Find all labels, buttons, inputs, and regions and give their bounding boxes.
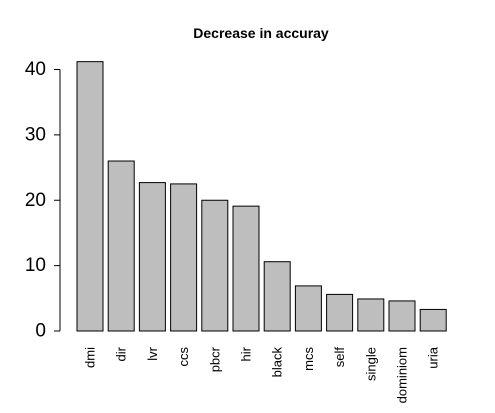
bar-single (357, 298, 385, 332)
bar-dmi (76, 61, 104, 332)
bar-dominiom (388, 300, 416, 332)
bar-dir (107, 160, 135, 332)
chart-title: Decrease in accuray (193, 25, 329, 41)
bar-pbcr (201, 199, 229, 332)
y-tick-label: 10 (25, 255, 46, 276)
x-tick-label-hir: hir (239, 346, 254, 361)
bar-mcs (294, 285, 322, 332)
x-tick-label-lvr: lvr (145, 346, 160, 360)
x-tick-label-dir: dir (114, 346, 129, 361)
x-tick-label-pbcr: pbcr (207, 346, 222, 372)
x-tick-label-dmi: dmi (83, 347, 98, 368)
x-tick-label-self: self (332, 347, 347, 368)
y-tick-label: 30 (25, 124, 46, 145)
y-tick-label: 20 (25, 190, 46, 211)
x-tick-label-uria: uria (426, 346, 441, 368)
x-tick-label-mcs: mcs (301, 347, 316, 371)
bar-self (326, 293, 354, 332)
x-tick-label-ccs: ccs (176, 347, 191, 367)
bar-uria (419, 308, 447, 332)
bar-ccs (170, 183, 198, 332)
y-tick-label: 0 (35, 321, 46, 342)
x-tick-label-dominiom: dominiom (395, 347, 410, 403)
x-tick-label-single: single (363, 347, 378, 381)
bar-lvr (138, 182, 166, 332)
bars-group (76, 61, 447, 332)
y-tick-label: 40 (25, 59, 46, 80)
bar-hir (232, 205, 260, 332)
x-tick-label-black: black (270, 347, 285, 378)
bar-black (263, 261, 291, 332)
x-tick-labels: dmi dir lvr ccs pbcr hir black mcs self single dom… (83, 346, 441, 403)
y-axis: 0 10 20 30 40 (25, 59, 61, 342)
